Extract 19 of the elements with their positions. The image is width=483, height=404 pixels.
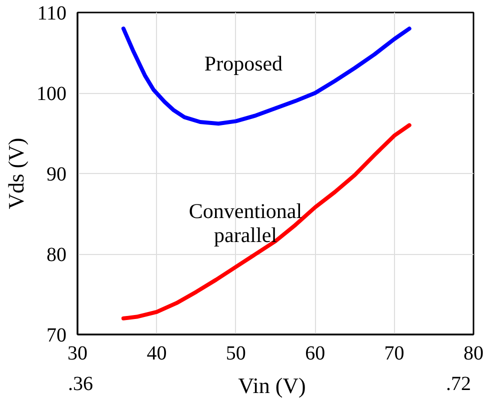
y-tick-label: 110	[37, 2, 67, 24]
series-label: Conventional parallel	[188, 199, 302, 248]
x-tick-label: 30	[68, 342, 88, 364]
x-tick-label: 70	[384, 342, 404, 364]
y-axis-title: Vds (V)	[4, 138, 28, 210]
x-tick-label: 60	[305, 342, 326, 364]
x-tick-label: 50	[226, 342, 246, 364]
line-series	[121, 26, 412, 126]
line-series	[121, 123, 412, 320]
x-tick-label: 40	[146, 342, 167, 364]
series-label: Proposed	[204, 52, 284, 76]
x-tick-label: 80	[464, 342, 483, 364]
text: .72	[446, 372, 471, 397]
y-tick-label: 90	[46, 164, 66, 186]
y-tick-label: 70	[46, 324, 66, 346]
x-axis-title: Vin (V)	[238, 372, 306, 400]
y-tick-label: 100	[36, 83, 66, 105]
text: .36	[68, 372, 93, 397]
y-tick-label: 80	[46, 244, 66, 266]
